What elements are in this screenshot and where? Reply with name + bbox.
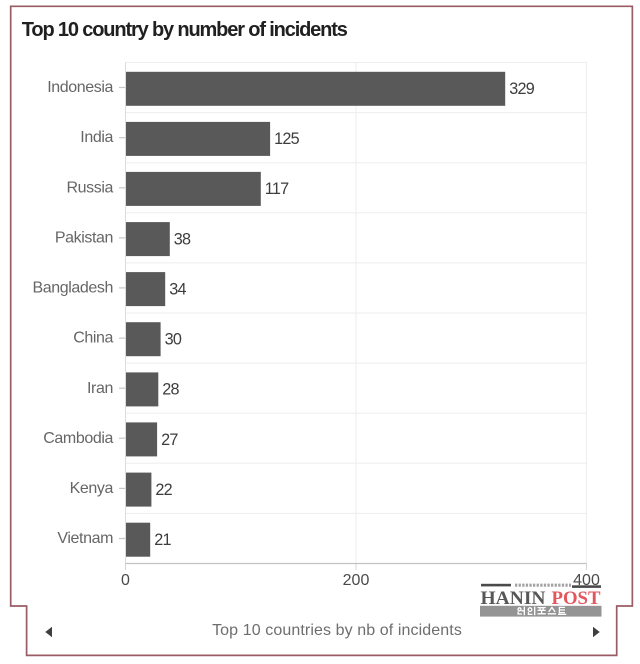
svg-text:China: China xyxy=(73,330,113,347)
svg-text:0: 0 xyxy=(121,572,130,589)
svg-text:38: 38 xyxy=(174,230,191,248)
svg-text:200: 200 xyxy=(343,572,370,589)
svg-text:Russia: Russia xyxy=(66,179,113,196)
svg-text:India: India xyxy=(80,129,113,146)
svg-text:Pakistan: Pakistan xyxy=(55,230,113,247)
svg-text:125: 125 xyxy=(274,130,300,148)
svg-text:Top 10 countries by nb of inci: Top 10 countries by nb of incidents xyxy=(212,622,462,639)
svg-text:400: 400 xyxy=(573,572,600,589)
svg-text:Indonesia: Indonesia xyxy=(47,79,113,96)
svg-text:Cambodia: Cambodia xyxy=(43,430,113,447)
svg-text:329: 329 xyxy=(509,80,535,98)
svg-text:Vietnam: Vietnam xyxy=(57,530,113,547)
svg-text:28: 28 xyxy=(162,381,179,399)
svg-text:Bangladesh: Bangladesh xyxy=(32,280,113,297)
svg-text:22: 22 xyxy=(155,481,172,499)
svg-text:HANIN: HANIN xyxy=(481,588,546,609)
svg-text:POST: POST xyxy=(552,588,601,609)
svg-text:Top 10 country by number of in: Top 10 country by number of incidents xyxy=(22,19,348,41)
svg-text:21: 21 xyxy=(154,531,171,549)
svg-text:Iran: Iran xyxy=(87,380,113,397)
svg-text:30: 30 xyxy=(165,331,182,349)
svg-text:117: 117 xyxy=(265,180,289,198)
svg-text:27: 27 xyxy=(161,431,178,449)
svg-text:Kenya: Kenya xyxy=(70,480,114,497)
svg-text:34: 34 xyxy=(169,280,186,298)
